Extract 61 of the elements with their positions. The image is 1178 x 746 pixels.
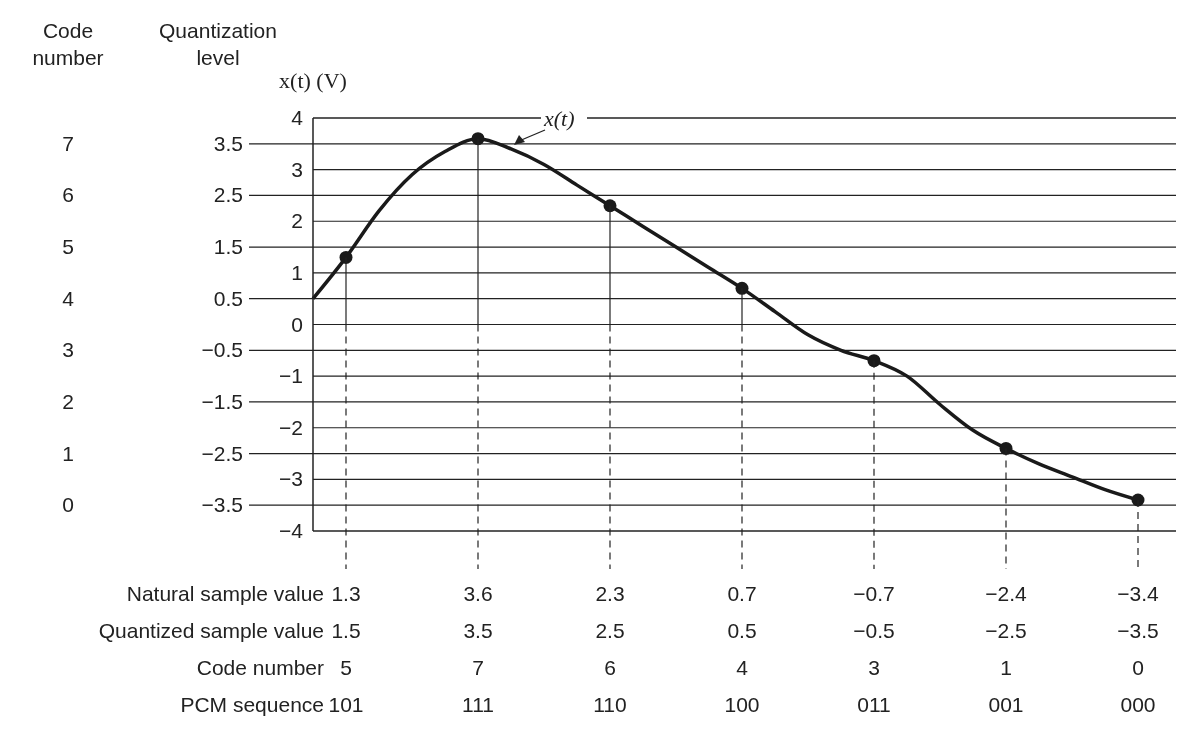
data-label: 2.3 [595,582,625,605]
text: 7 [472,656,484,679]
y-tick-label: 0 [291,312,303,336]
text: 101 [328,693,364,716]
text: 6 [604,656,616,679]
text: 0 [1132,656,1144,679]
text: 5 [340,656,352,679]
data-label: 0.7 [727,582,757,605]
data-label: −3.4 [1117,582,1160,605]
text: 3 [62,338,74,362]
y-tick-label: 2 [291,209,303,233]
text: 2.5 [595,619,625,642]
text: 3 [868,656,880,679]
text: 2 [62,389,74,413]
y-tick-label: 3 [291,157,303,181]
y2-tick-label: 1.5 [213,235,243,259]
data-label: 3.6 [463,582,493,605]
y2-tick-label: −0.5 [201,338,243,362]
y-tick-label: −2 [279,415,303,439]
text: −2.5 [985,619,1027,642]
text: −0.5 [853,619,895,642]
y-tick-label: −4 [279,519,304,542]
text: 1.5 [331,619,361,642]
y2-axis-title: Quantization level [159,19,277,69]
text: 1 [1000,656,1012,679]
data-label: −0.7 [853,582,895,605]
y-tick-label: 4 [291,106,304,129]
y2-tick-label: −2.5 [201,441,243,465]
y-tick-label: −1 [279,364,303,388]
text: Code number [196,656,324,679]
text: 011 [857,693,891,716]
text: 111 [462,693,494,716]
text: 000 [1120,693,1156,716]
text: 4 [736,656,749,679]
y-axis-title: x(t) (V) [279,68,347,93]
text: 6 [62,183,74,207]
y2-tick-label: 3.5 [213,131,243,155]
text: 4 [62,286,75,310]
text: 7 [62,131,74,155]
text: Code number [32,19,104,69]
y2-tick-label: −1.5 [201,389,243,413]
y2-tick-label: −3.5 [201,493,243,517]
y-tick-label: −3 [279,467,303,491]
y2-tick-label: 0.5 [213,286,243,310]
text: 1 [62,441,74,465]
text: Quantized sample value [98,619,324,642]
data-label: 1.3 [331,582,361,605]
y-tick-label: 1 [291,260,303,284]
text: 5 [62,235,74,259]
y2-tick-label: 2.5 [213,183,243,207]
series-label: x(t) [543,106,575,131]
text: PCM sequence [180,693,324,716]
data-label: −2.4 [985,582,1028,605]
text: 100 [724,693,760,716]
text: 3.5 [463,619,493,642]
text: 0 [62,493,74,517]
text: −3.5 [1117,619,1159,642]
text: Natural sample value [126,582,324,605]
text: 001 [988,693,1024,716]
text: 0.5 [727,619,757,642]
text: 110 [593,693,627,716]
